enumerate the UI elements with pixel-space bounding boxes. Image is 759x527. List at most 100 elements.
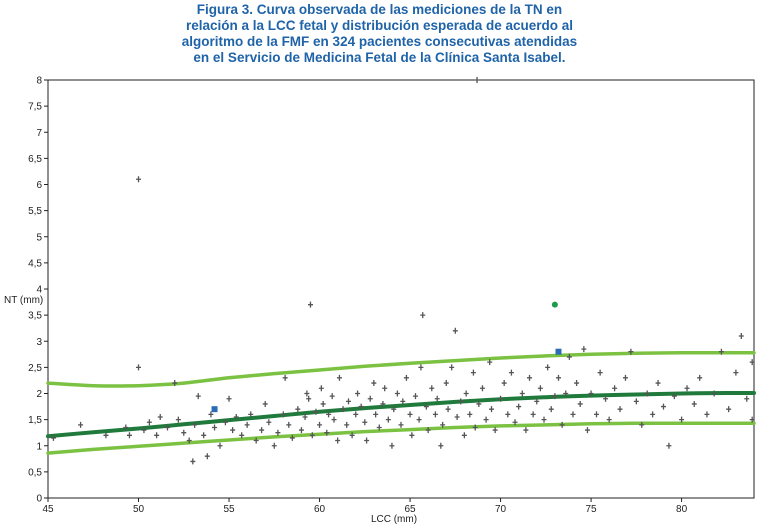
data-point — [594, 411, 600, 418]
data-point — [403, 374, 409, 381]
data-point — [282, 374, 288, 381]
data-point — [470, 369, 476, 376]
data-point — [259, 427, 265, 434]
data-point — [239, 432, 245, 439]
data-point — [445, 406, 451, 413]
x-axis-title: LCC (mm) — [371, 514, 417, 525]
data-point — [639, 421, 645, 428]
data-point — [559, 421, 565, 428]
data-point — [376, 424, 382, 431]
data-point — [186, 437, 192, 444]
data-point — [201, 432, 207, 439]
data-point — [597, 369, 603, 376]
data-point — [364, 437, 370, 444]
data-point — [146, 419, 152, 426]
data-point — [367, 395, 373, 402]
data-point — [684, 385, 690, 392]
data-point — [432, 411, 438, 418]
data-point — [423, 403, 429, 410]
data-point — [463, 390, 469, 397]
data-point — [633, 398, 639, 405]
data-point — [425, 427, 431, 434]
data-point — [429, 385, 435, 392]
y-tick-label: 2,5 — [28, 363, 42, 374]
data-point — [718, 348, 724, 355]
data-point — [192, 421, 198, 428]
data-point — [458, 398, 464, 405]
data-point — [380, 400, 386, 407]
data-point — [749, 359, 755, 366]
data-point — [248, 411, 254, 418]
data-point — [302, 414, 308, 421]
data-point — [190, 458, 196, 465]
data-point — [78, 421, 84, 428]
data-point — [326, 411, 332, 418]
data-point — [461, 432, 467, 439]
data-point — [508, 369, 514, 376]
data-point — [389, 442, 395, 449]
data-point — [212, 424, 218, 431]
data-point — [298, 427, 304, 434]
data-point — [691, 400, 697, 407]
data-point — [552, 393, 558, 400]
data-point — [523, 427, 529, 434]
data-point — [697, 374, 703, 381]
median-curve — [46, 390, 756, 439]
data-point — [704, 411, 710, 418]
data-point — [307, 301, 313, 308]
data-point — [412, 393, 418, 400]
data-point — [340, 406, 346, 413]
data-point — [519, 390, 525, 397]
y-tick-label: 6,5 — [28, 154, 42, 165]
data-point — [452, 327, 458, 334]
x-tick-label: 75 — [586, 504, 598, 515]
data-point — [606, 416, 612, 423]
data-point — [487, 359, 493, 366]
data-point — [373, 411, 379, 418]
data-point — [492, 427, 498, 434]
data-point — [280, 411, 286, 418]
highlight-circle-point — [551, 301, 558, 308]
y-tick-label: 4,5 — [28, 258, 42, 269]
y-tick-label: 0 — [36, 494, 42, 505]
data-point — [505, 411, 511, 418]
data-point — [555, 374, 561, 381]
data-point — [266, 419, 272, 426]
data-point — [679, 416, 685, 423]
data-point — [438, 442, 444, 449]
caption-line: Figura 3. Curva observada de las medicio… — [196, 2, 563, 17]
data-point — [581, 346, 587, 353]
data-point — [304, 390, 310, 397]
data-point — [530, 411, 536, 418]
data-point — [217, 442, 223, 449]
y-tick-label: 4 — [36, 285, 42, 296]
x-tick-label: 60 — [314, 504, 326, 515]
data-point — [409, 432, 415, 439]
curves-group — [46, 350, 756, 455]
data-point — [222, 419, 228, 426]
data-point — [443, 380, 449, 387]
data-point — [400, 398, 406, 405]
data-point — [253, 437, 259, 444]
data-point — [371, 380, 377, 387]
x-tick-label: 55 — [223, 504, 235, 515]
data-point — [208, 411, 214, 418]
data-point — [474, 77, 480, 83]
data-point — [344, 421, 350, 428]
lower-curve — [46, 421, 756, 455]
data-point — [537, 385, 543, 392]
data-point — [563, 390, 569, 397]
data-point — [320, 400, 326, 407]
data-point — [262, 400, 268, 407]
data-point — [50, 434, 56, 441]
data-point — [577, 400, 583, 407]
data-point — [331, 416, 337, 423]
data-point — [103, 432, 109, 439]
data-point — [318, 385, 324, 392]
highlight-square-point — [211, 406, 218, 413]
data-point — [454, 414, 460, 421]
data-point — [584, 427, 590, 434]
data-point — [617, 406, 623, 413]
data-point — [391, 406, 397, 413]
data-point — [744, 395, 750, 402]
